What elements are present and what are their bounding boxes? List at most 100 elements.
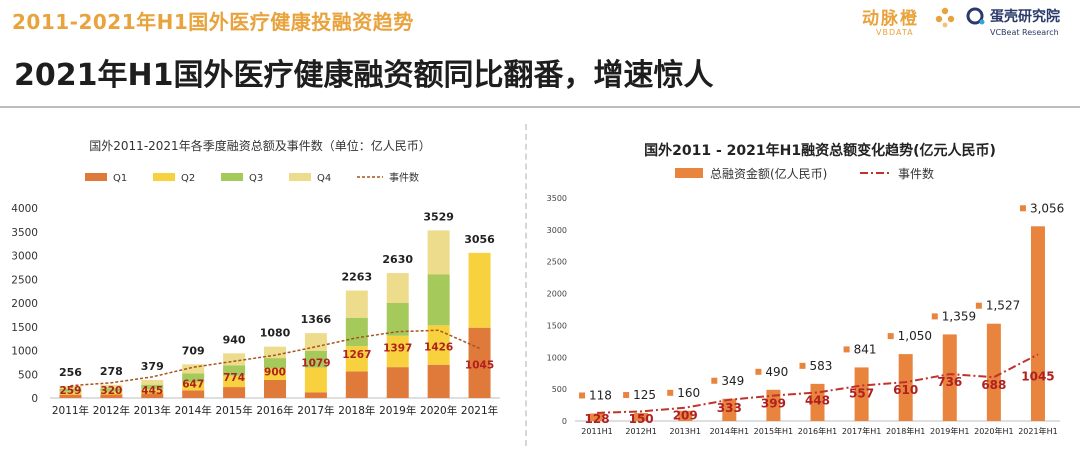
- legend-label-q1: Q1: [113, 173, 127, 184]
- total-label: 3529: [423, 210, 454, 223]
- bar-total: [1030, 226, 1045, 421]
- bar-q2: [304, 367, 327, 393]
- value-label: 349: [721, 374, 744, 388]
- total-label: 1080: [260, 327, 291, 340]
- bar-q4: [223, 353, 246, 366]
- chart2-y-tick: 1000: [547, 353, 567, 362]
- bar-q3: [386, 303, 409, 336]
- chart1-y-tick: 1500: [11, 322, 38, 334]
- event-label: 647: [182, 378, 204, 390]
- chart2-x-tick: 2017年H1: [842, 426, 881, 436]
- bar-q2: [59, 391, 82, 395]
- bar-total: [854, 367, 869, 421]
- chart2-y-tick: 2500: [547, 258, 567, 267]
- event-label: 320: [100, 385, 122, 397]
- chart2-x-tick: 2011H1: [581, 427, 612, 436]
- value-marker: [843, 346, 850, 353]
- bar-q2: [345, 346, 368, 372]
- bar-q4: [141, 379, 164, 385]
- chart2-y-tick: 0: [562, 417, 567, 426]
- bar-q1: [100, 394, 123, 398]
- event-label: 333: [717, 401, 742, 415]
- bar-total: [590, 413, 605, 421]
- legend-swatch-q1: [85, 173, 107, 181]
- chart1-y-tick: 2000: [11, 298, 38, 310]
- chart1-x-tick: 2012年: [93, 404, 130, 417]
- bar-q4: [182, 364, 205, 374]
- total-label: 709: [182, 344, 205, 357]
- event-label: 688: [981, 378, 1006, 392]
- chart2-x-tick: 2021年H1: [1018, 426, 1057, 436]
- event-label: 557: [849, 387, 874, 401]
- legend-label-q3: Q3: [249, 173, 263, 184]
- bar-q1: [264, 379, 286, 398]
- legend-label-events: 事件数: [898, 166, 934, 181]
- bar-q1: [182, 390, 205, 398]
- chart1-y-tick: 0: [31, 393, 38, 405]
- chart2-x-tick: 2013H1: [669, 427, 700, 436]
- bar-q4: [345, 290, 368, 318]
- value-marker: [975, 302, 982, 309]
- event-label: 448: [805, 393, 830, 407]
- bar-total: [942, 334, 957, 421]
- chart1-x-tick: 2021年: [461, 404, 498, 417]
- chart1-y-tick: 4000: [11, 203, 38, 215]
- vbdata-logo-sub: VBDATA: [876, 28, 914, 37]
- vcbeat-mark-icon: [966, 7, 985, 25]
- chart2-x-tick: 2019年H1: [930, 426, 969, 436]
- page-title: 2021年H1国外医疗健康融资额同比翻番，增速惊人: [14, 58, 714, 93]
- value-label: 1,359: [942, 309, 976, 323]
- chart1-x-tick: 2017年: [297, 404, 334, 417]
- value-label: 125: [633, 388, 656, 402]
- bar-q2: [468, 252, 491, 328]
- total-label: 1366: [301, 313, 332, 326]
- chart1-axis: 0 500 1000 1500 2000 2500 3000 3500 4000 2011年 201…: [11, 203, 500, 417]
- chart2-legend: 总融资金额(亿人民币) 事件数: [675, 166, 934, 181]
- legend-swatch-q4: [289, 173, 311, 181]
- bar-q1: [59, 394, 82, 398]
- event-label: 399: [761, 397, 786, 411]
- bar-q1: [223, 387, 246, 398]
- chart1-x-tick: 2014年: [175, 404, 212, 417]
- bar-total: [634, 413, 649, 421]
- value-marker: [667, 389, 674, 396]
- chart2-event-line: [597, 353, 1039, 414]
- chart2-x-tick: 2014年H1: [710, 426, 749, 436]
- chart2-y-tick: 500: [552, 385, 567, 394]
- vcbeat-logo-name: 蛋壳研究院: [990, 9, 1060, 25]
- event-label: 1045: [465, 359, 494, 371]
- total-label: 940: [223, 333, 246, 346]
- vcbeat-logo-sub: VCBeat Research: [990, 28, 1059, 37]
- value-label: 160: [677, 386, 700, 400]
- event-label: 128: [585, 412, 610, 426]
- bar-q3: [100, 388, 123, 392]
- chart-divider: [525, 124, 527, 446]
- event-label: 610: [893, 383, 918, 397]
- vbdata-logo: 动脉橙 VBDATA: [862, 4, 954, 40]
- legend-label-events: 事件数: [389, 171, 419, 184]
- value-marker: [579, 392, 586, 399]
- bar-q2: [386, 335, 409, 368]
- bar-q3: [223, 365, 246, 376]
- bar-total: [722, 398, 737, 421]
- bar-total: [678, 410, 693, 421]
- bar-q4: [59, 385, 82, 389]
- bar-q2: [223, 375, 246, 388]
- bar-q1: [386, 367, 409, 398]
- bar-q3: [345, 317, 368, 347]
- chart2-x-tick: 2015年H1: [754, 426, 793, 436]
- chart2-labels: 118 125 160 349 490 583 841 1,050 1,359 1,527 3,05…: [579, 201, 1064, 426]
- header-title: 2011-2021年H1国外医疗健康投融资趋势: [12, 10, 414, 34]
- value-marker: [931, 313, 938, 320]
- chart1-x-tick: 2013年: [134, 404, 171, 417]
- value-label: 583: [810, 359, 833, 373]
- bar-q1: [345, 371, 368, 398]
- value-marker: [711, 377, 718, 384]
- chart2-title: 国外2011 - 2021年H1融资总额变化趋势(亿元人民币): [644, 142, 996, 159]
- chart1-y-tick: 500: [18, 369, 38, 381]
- event-label: 1045: [1021, 369, 1054, 383]
- chart2-y-tick: 2000: [547, 290, 567, 299]
- bar-q2: [100, 391, 123, 395]
- bar-q4: [386, 273, 409, 303]
- h1-financing-trend-chart: 国外2011 - 2021年H1融资总额变化趋势(亿元人民币) 总融资金额(亿人…: [547, 142, 1065, 436]
